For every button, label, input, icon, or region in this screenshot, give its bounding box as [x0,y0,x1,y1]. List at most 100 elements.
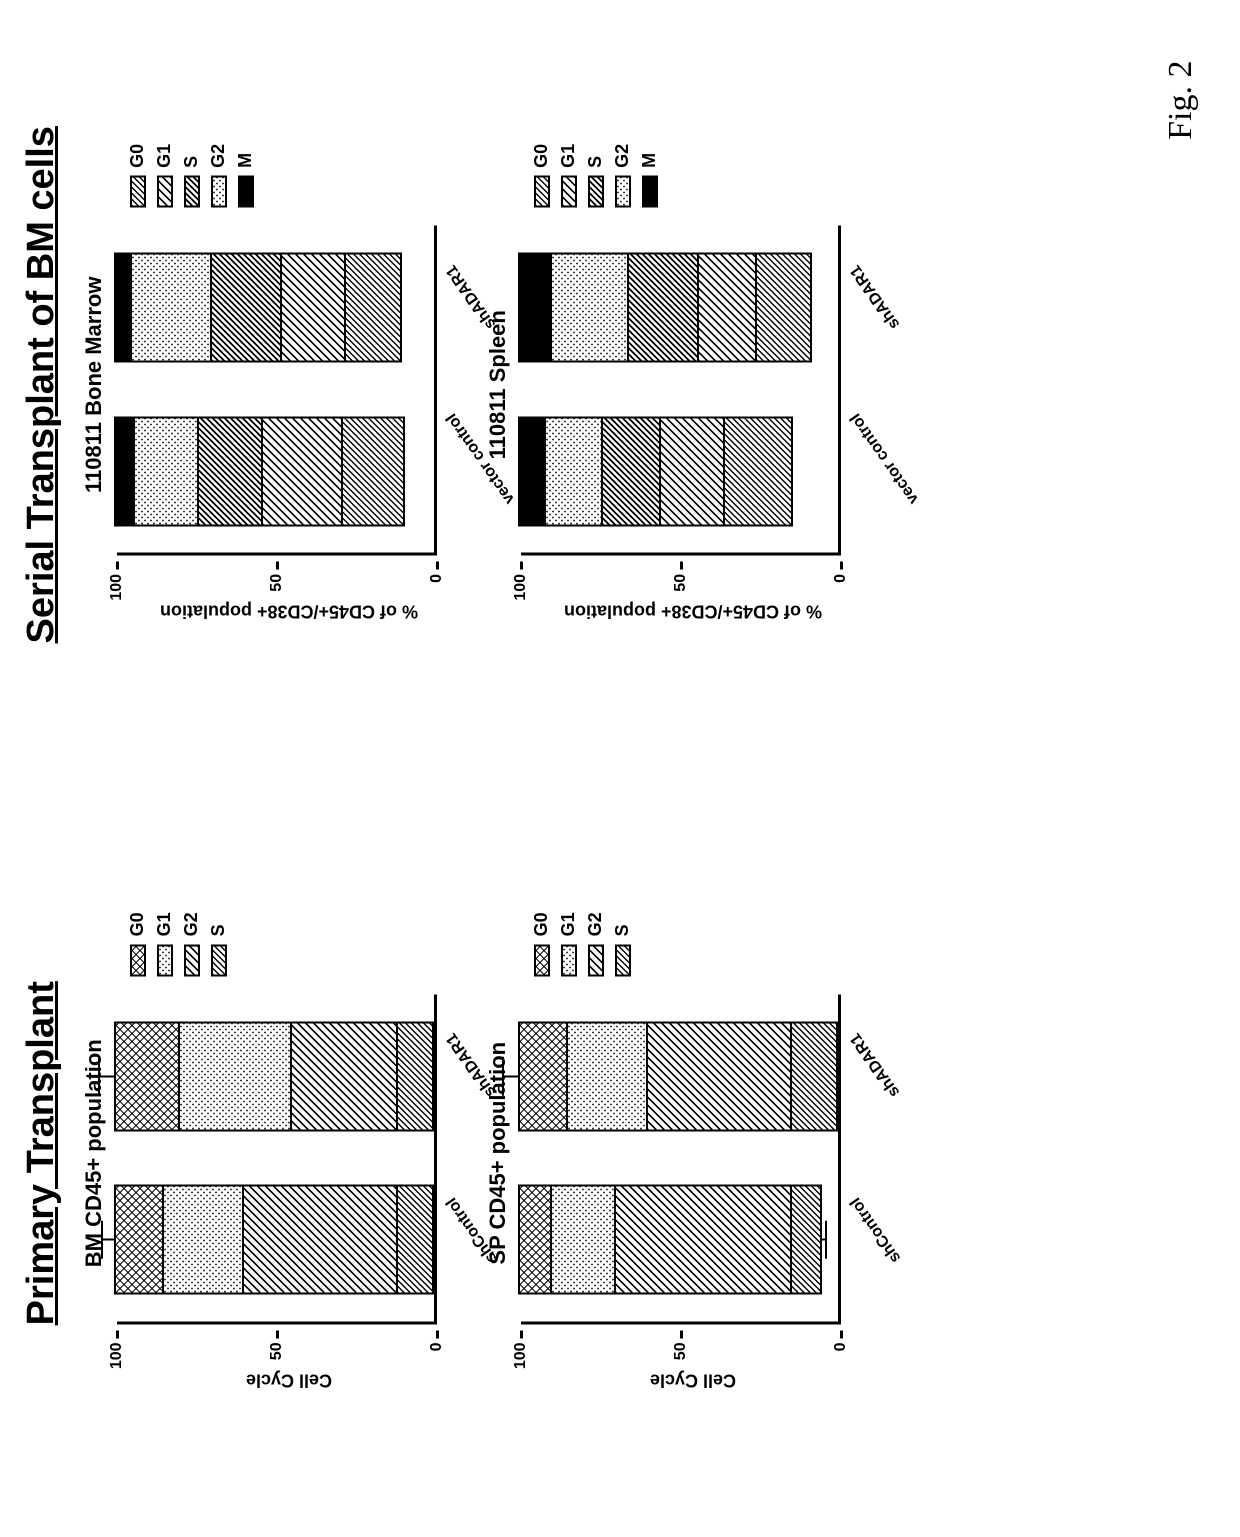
chart-legend: G0G1 S G2 M [127,143,256,207]
bar-segment [550,1184,614,1294]
bar-segment [697,252,755,362]
legend-swatch [534,175,550,207]
x-category-label: shADAR1 [847,261,904,332]
legend-swatch [534,944,550,976]
bar-segment [114,1184,162,1294]
bar-segment [518,1021,566,1131]
stacked-bar [114,1184,434,1294]
stacked-bar [518,416,793,526]
bar-segment [790,1184,822,1294]
y-axis-label: % of CD45+/CD38+ population [521,600,865,625]
serial-transplant-title: Serial Transplant of BM cells [20,40,63,729]
stacked-bar [114,252,402,362]
bar-segment [550,252,627,362]
legend-label: G2 [612,143,633,167]
legend-swatch [615,175,631,207]
legend-label: S [208,924,229,936]
legend-swatch [238,175,254,207]
bar-segment [344,252,402,362]
legend-label: G1 [154,143,175,167]
legend-swatch [588,944,604,976]
chart-title: 110811 Spleen [485,310,511,459]
stacked-bar [114,416,405,526]
legend-swatch [561,944,577,976]
legend-label: S [612,924,633,936]
bar-segment [114,416,133,526]
legend-label: S [585,155,606,167]
page-rotated-container: Primary Transplant BM CD45+ populationCe… [0,0,1240,1537]
legend-swatch [130,944,146,976]
chart-legend: G0G1 S G2 M [531,143,660,207]
bar-segment [396,1021,434,1131]
legend-swatch [184,175,200,207]
bar-segment [133,416,197,526]
legend-swatch [642,175,658,207]
stacked-bar [518,252,812,362]
legend-label: G1 [558,912,579,936]
chart-legend: G0G1G2 S [127,912,229,976]
primary-transplant-charts: BM CD45+ populationCell Cycle100500shCon… [81,809,889,1498]
bar-segment [197,416,261,526]
bar-segment [178,1021,290,1131]
bar-segment [518,416,544,526]
legend-swatch [588,175,604,207]
y-axis-label: Cell Cycle [117,1369,461,1394]
legend-swatch [184,944,200,976]
bar-segment [659,416,723,526]
primary-transplant-title: Primary Transplant [20,809,63,1498]
legend-label: S [181,155,202,167]
bar-segment [280,252,344,362]
bar-segment [646,1021,790,1131]
chart-legend: G0G1G2 S [531,912,633,976]
bar-segment [261,416,341,526]
legend-swatch [211,944,227,976]
bar-segment [518,1184,550,1294]
legend-swatch [130,175,146,207]
chart-title: 110811 Bone Marrow [81,276,107,492]
legend-swatch [561,175,577,207]
legend-label: G0 [127,143,148,167]
bar-segment [723,416,793,526]
legend-swatch [615,944,631,976]
legend-label: M [235,152,256,167]
serial-transplant-charts: 110811 Bone Marrow % of CD45+/CD38+ popul… [81,40,889,729]
legend-label: G1 [154,912,175,936]
content-row: Primary Transplant BM CD45+ populationCe… [0,0,1040,1537]
bar-segment [162,1184,242,1294]
legend-label: G2 [585,912,606,936]
bar-segment [242,1184,396,1294]
y-axis-label: Cell Cycle [521,1369,865,1394]
legend-label: M [639,152,660,167]
bar-segment [518,252,550,362]
stacked-bar [518,1021,838,1131]
bar-segment [114,252,130,362]
bar-segment [341,416,405,526]
x-category-label: vector control [847,409,923,507]
figure-caption: Fig. 2 [1162,60,1200,139]
bar-segment [601,416,659,526]
bar-segment [130,252,210,362]
bar-segment [544,416,602,526]
legend-label: G2 [208,143,229,167]
x-category-label: shControl [847,1193,905,1265]
legend-label: G0 [127,912,148,936]
legend-label: G2 [181,912,202,936]
y-axis-label: % of CD45+/CD38+ population [117,600,461,625]
legend-label: G0 [531,143,552,167]
bar-segment [790,1021,838,1131]
bar-segment [566,1021,646,1131]
bar-segment [114,1021,178,1131]
bar-segment [396,1184,434,1294]
stacked-bar [114,1021,434,1131]
legend-swatch [157,944,173,976]
legend-swatch [157,175,173,207]
bar-segment [290,1021,396,1131]
legend-swatch [211,175,227,207]
serial-transplant-column: Serial Transplant of BM cells 110811 Bon… [20,40,1040,729]
bar-segment [614,1184,790,1294]
legend-label: G1 [558,143,579,167]
legend-label: G0 [531,912,552,936]
bar-segment [627,252,697,362]
bar-segment [210,252,280,362]
stacked-bar [518,1184,822,1294]
